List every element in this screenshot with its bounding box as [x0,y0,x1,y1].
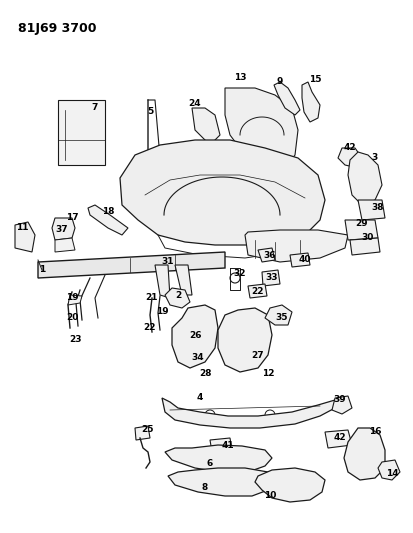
Polygon shape [88,205,128,235]
Text: 27: 27 [252,351,264,360]
Text: 17: 17 [66,214,78,222]
Polygon shape [68,295,82,305]
Text: 12: 12 [262,369,274,378]
Polygon shape [155,265,170,298]
Polygon shape [245,230,348,262]
Text: 25: 25 [142,425,154,434]
Polygon shape [210,438,232,452]
Text: 26: 26 [189,332,201,341]
Polygon shape [248,284,267,298]
Polygon shape [262,270,280,286]
Text: 11: 11 [16,223,28,232]
Circle shape [238,332,258,352]
Polygon shape [358,200,385,220]
Text: 42: 42 [344,143,356,152]
Text: 15: 15 [309,76,321,85]
Polygon shape [345,220,378,240]
Text: 22: 22 [252,287,264,296]
Polygon shape [38,252,225,278]
Polygon shape [274,82,300,115]
Polygon shape [55,238,75,252]
Circle shape [187,332,203,348]
Text: 39: 39 [334,395,347,405]
Text: 19: 19 [66,294,78,303]
Text: 81J69 3700: 81J69 3700 [18,22,97,35]
Polygon shape [338,148,362,168]
Text: 30: 30 [362,233,374,243]
Text: 38: 38 [372,204,384,213]
Text: 23: 23 [69,335,81,344]
Polygon shape [165,445,272,472]
Polygon shape [192,108,220,145]
Polygon shape [120,140,325,245]
Polygon shape [175,265,192,295]
Text: 10: 10 [264,491,276,500]
Polygon shape [58,100,105,165]
Text: 3: 3 [372,154,378,163]
Polygon shape [162,398,335,428]
Text: 2: 2 [175,292,181,301]
Polygon shape [172,305,218,368]
Text: 16: 16 [369,427,381,437]
Polygon shape [168,468,275,496]
Text: 32: 32 [234,270,246,279]
Text: 28: 28 [199,369,211,378]
Polygon shape [302,82,320,122]
Text: 35: 35 [276,313,288,322]
Text: 41: 41 [222,441,234,450]
Text: 7: 7 [92,102,98,111]
Circle shape [356,446,376,466]
Text: 4: 4 [197,393,203,402]
Polygon shape [348,152,382,205]
Polygon shape [265,305,292,325]
Text: 24: 24 [189,100,201,109]
Text: 19: 19 [156,308,169,317]
Polygon shape [258,248,275,262]
Text: 42: 42 [334,433,347,442]
Text: 34: 34 [192,353,204,362]
Text: 29: 29 [356,220,368,229]
Text: 20: 20 [66,313,78,322]
Polygon shape [165,288,190,308]
Text: 1: 1 [39,265,45,274]
Polygon shape [350,238,380,255]
Text: 18: 18 [102,207,114,216]
Polygon shape [344,428,385,480]
Polygon shape [255,468,325,502]
Text: 6: 6 [207,459,213,469]
Text: 13: 13 [234,74,246,83]
Text: 37: 37 [56,225,68,235]
Text: 21: 21 [146,294,158,303]
Polygon shape [225,88,298,168]
Polygon shape [52,218,75,240]
Polygon shape [290,253,310,267]
Text: 8: 8 [202,483,208,492]
Text: 40: 40 [299,255,311,264]
Text: 33: 33 [266,273,278,282]
Polygon shape [218,308,272,372]
Text: 36: 36 [264,252,276,261]
Polygon shape [332,396,352,414]
Text: 14: 14 [386,470,398,479]
Polygon shape [378,460,400,480]
Text: 22: 22 [144,324,156,333]
Text: 9: 9 [277,77,283,86]
Polygon shape [135,426,150,440]
Polygon shape [15,222,35,252]
Text: 5: 5 [147,108,153,117]
Text: 31: 31 [162,257,174,266]
Polygon shape [325,430,352,448]
